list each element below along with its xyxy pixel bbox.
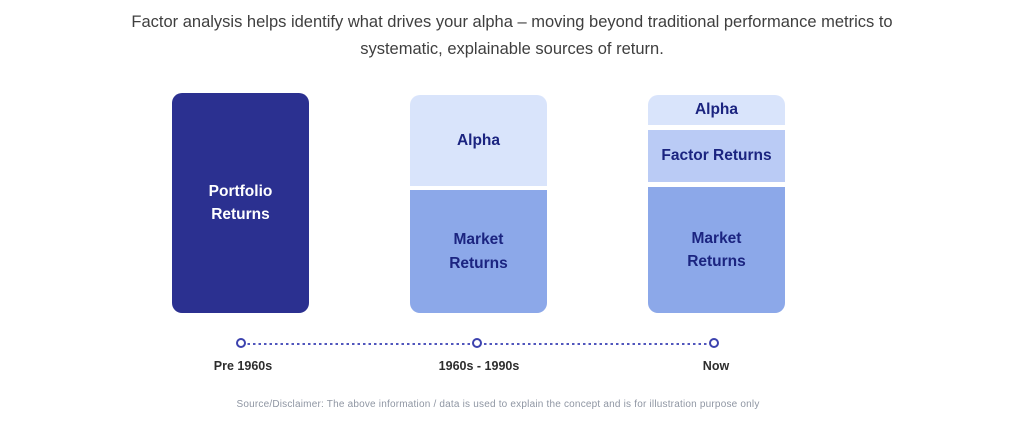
- headline-line-2: systematic, explainable sources of retur…: [360, 40, 664, 59]
- segment-alpha: Alpha: [648, 95, 785, 125]
- era-label-now: Now: [702, 359, 730, 373]
- segment-factor-returns: Factor Returns: [648, 130, 785, 182]
- column-pre-1960s: Portfolio Returns: [172, 93, 309, 313]
- segment-alpha: Alpha: [410, 95, 547, 186]
- segment-portfolio-returns: Portfolio Returns: [172, 93, 309, 313]
- era-label-pre-1960s: Pre 1960s: [213, 359, 273, 373]
- segment-market-returns: Market Returns: [648, 187, 785, 313]
- headline: Factor analysis helps identify what driv…: [0, 9, 1024, 63]
- era-label-1960s-1990s: 1960s - 1990s: [438, 359, 520, 373]
- segment-market-returns: Market Returns: [410, 190, 547, 313]
- timeline-marker-icon: [472, 338, 482, 348]
- timeline-marker-icon: [709, 338, 719, 348]
- column-1960s-1990s: Alpha Market Returns: [410, 95, 547, 313]
- disclaimer-text: Source/Disclaimer: The above information…: [236, 399, 760, 410]
- headline-line-1: Factor analysis helps identify what driv…: [131, 13, 893, 31]
- column-now: Alpha Factor Returns Market Returns: [648, 95, 785, 313]
- timeline-marker-icon: [236, 338, 246, 348]
